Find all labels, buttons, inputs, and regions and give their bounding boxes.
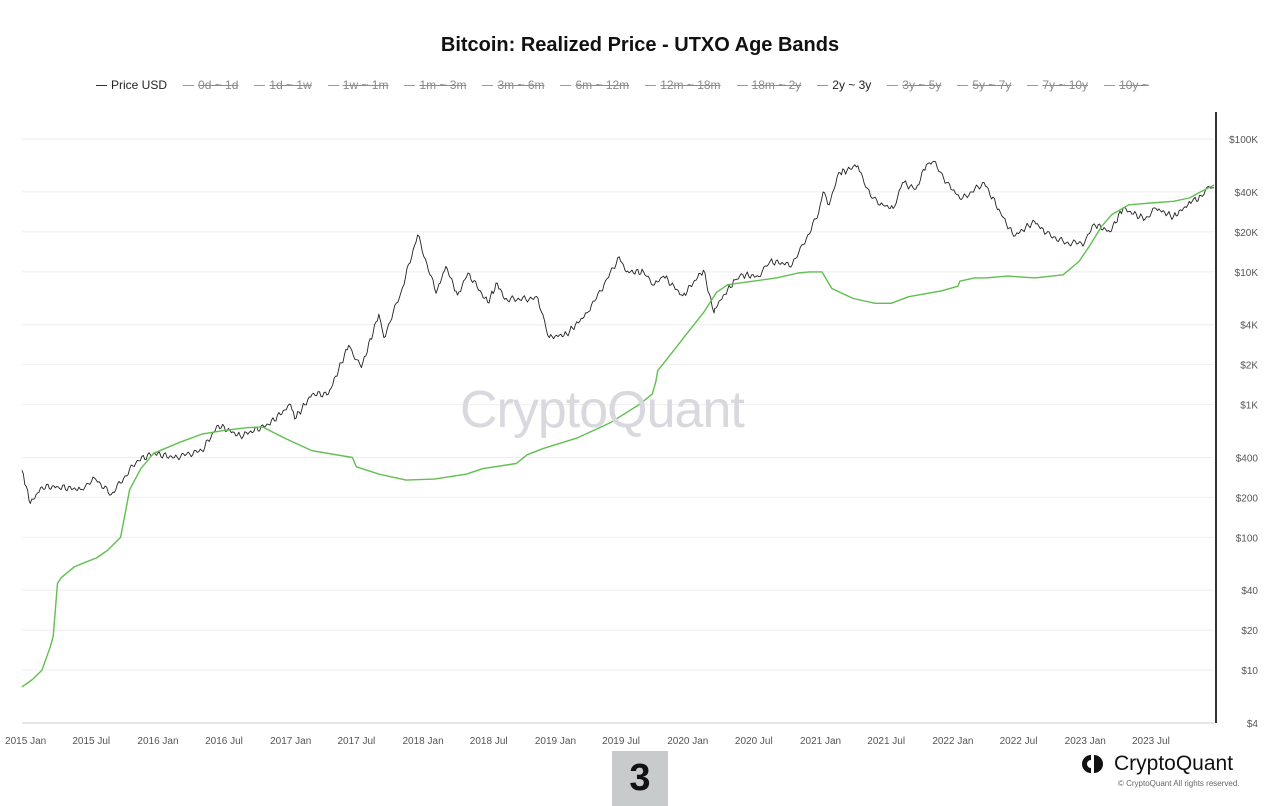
legend-swatch — [957, 84, 969, 86]
legend-item[interactable]: 0d ~ 1d — [183, 78, 238, 92]
y-tick-label: $100K — [1229, 135, 1258, 146]
legend-item[interactable]: 1d ~ 1w — [254, 78, 312, 92]
x-tick-label: 2017 Jan — [270, 736, 311, 747]
series-price-usd-line — [21, 160, 1214, 504]
y-tick-label: $400 — [1236, 453, 1259, 464]
legend-label: 18m ~ 2y — [751, 78, 802, 92]
legend-item[interactable]: 5y ~ 7y — [957, 78, 1011, 92]
legend-swatch — [404, 84, 416, 86]
x-tick-label: 2019 Jan — [535, 736, 576, 747]
x-tick-label: 2016 Jan — [137, 736, 178, 747]
chart-legend: Price USD 0d ~ 1d 1d ~ 1w 1w ~ 1m 1m ~ 3m 3m … — [96, 78, 1206, 92]
x-tick-label: 2015 Jan — [5, 736, 46, 747]
legend-swatch — [183, 84, 195, 86]
legend-item[interactable]: 3m ~ 6m — [482, 78, 544, 92]
legend-swatch — [254, 84, 266, 86]
y-tick-label: $2K — [1240, 361, 1258, 372]
legend-label: 3y ~ 5y — [902, 78, 942, 92]
x-tick-label: 2016 Jul — [205, 736, 243, 747]
legend-label: 1w ~ 1m — [342, 78, 389, 92]
legend-swatch — [1027, 84, 1039, 86]
y-tick-label: $4 — [1247, 719, 1259, 730]
y-tick-label: $10 — [1241, 666, 1258, 677]
legend-item[interactable]: 1m ~ 3m — [404, 78, 466, 92]
legend-swatch — [560, 84, 572, 86]
y-tick-label: $200 — [1236, 493, 1259, 504]
legend-swatch — [1104, 84, 1116, 86]
legend-item[interactable]: 12m ~ 18m — [645, 78, 721, 92]
legend-label: 5y ~ 7y — [972, 78, 1012, 92]
legend-label: 6m ~ 12m — [575, 78, 630, 92]
cryptoquant-logo-icon — [1082, 755, 1103, 773]
y-tick-label: $4K — [1240, 321, 1258, 332]
legend-item[interactable]: 10y ~ — [1104, 78, 1149, 92]
legend-swatch — [327, 84, 339, 86]
brand-footer: CryptoQuant © CryptoQuant All rights res… — [1080, 752, 1240, 788]
legend-label: 7y ~ 10y — [1042, 78, 1089, 92]
x-tick-label: 2023 Jul — [1132, 736, 1170, 747]
legend-item[interactable]: 7y ~ 10y — [1027, 78, 1088, 92]
x-tick-label: 2018 Jul — [470, 736, 508, 747]
series-2y-3y-line — [21, 184, 1215, 688]
y-tick-label: $1K — [1240, 401, 1258, 412]
x-tick-label: 2022 Jan — [932, 736, 973, 747]
y-tick-label: $20 — [1241, 626, 1258, 637]
legend-swatch — [817, 84, 829, 86]
brand-name: CryptoQuant — [1114, 752, 1234, 775]
legend-swatch — [645, 84, 657, 86]
page-number-badge: 3 — [612, 751, 668, 806]
x-tick-label: 2021 Jul — [867, 736, 905, 747]
legend-label: 10y ~ — [1119, 78, 1149, 92]
legend-label: 0d ~ 1d — [198, 78, 239, 92]
x-tick-label: 2023 Jan — [1065, 736, 1106, 747]
brand-copyright: © CryptoQuant All rights reserved. — [1118, 779, 1240, 788]
legend-label: 12m ~ 18m — [660, 78, 721, 92]
legend-label: 1m ~ 3m — [419, 78, 467, 92]
x-tick-label: 2019 Jul — [602, 736, 640, 747]
y-tick-label: $40K — [1235, 188, 1259, 199]
legend-label: 1d ~ 1w — [269, 78, 312, 92]
x-tick-label: 2018 Jan — [403, 736, 444, 747]
legend-item[interactable]: 18m ~ 2y — [736, 78, 802, 92]
y-tick-label: $20K — [1235, 228, 1259, 239]
legend-item[interactable]: 3y ~ 5y — [887, 78, 941, 92]
y-tick-label: $100 — [1236, 533, 1259, 544]
x-tick-label: 2017 Jul — [337, 736, 375, 747]
x-tick-label: 2020 Jan — [667, 736, 708, 747]
legend-item[interactable]: 2y ~ 3y — [817, 78, 871, 92]
x-tick-label: 2020 Jul — [735, 736, 773, 747]
legend-swatch — [482, 84, 494, 86]
legend-swatch — [736, 84, 748, 86]
legend-label: 2y ~ 3y — [832, 78, 872, 92]
legend-item[interactable]: 6m ~ 12m — [560, 78, 629, 92]
legend-label: Price USD — [111, 78, 168, 92]
x-tick-label: 2022 Jul — [1000, 736, 1038, 747]
legend-swatch — [96, 84, 107, 86]
y-tick-label: $10K — [1235, 268, 1259, 279]
legend-item[interactable]: 1w ~ 1m — [327, 78, 389, 92]
legend-swatch — [887, 84, 899, 86]
x-tick-label: 2015 Jul — [72, 736, 110, 747]
y-tick-label: $40 — [1241, 586, 1258, 597]
legend-item[interactable]: Price USD — [96, 78, 167, 92]
legend-label: 3m ~ 6m — [497, 78, 545, 92]
chart-title: Bitcoin: Realized Price - UTXO Age Bands — [440, 34, 840, 56]
x-tick-label: 2021 Jan — [800, 736, 841, 747]
